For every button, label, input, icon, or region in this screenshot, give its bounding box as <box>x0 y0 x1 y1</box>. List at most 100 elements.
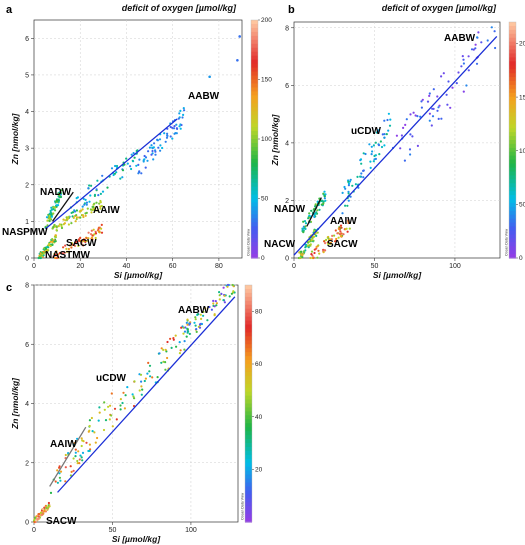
data-point <box>45 216 49 219</box>
data-point <box>228 295 231 298</box>
colorbar: 20 40 60 80 Ocean Data View <box>241 284 263 523</box>
data-point <box>72 457 75 460</box>
colorbar-segment <box>251 95 258 100</box>
data-point <box>323 190 326 193</box>
data-point <box>75 214 78 217</box>
data-point <box>322 192 325 195</box>
colorbar-segment <box>251 115 258 120</box>
colorbar-tick-label: 0 <box>261 255 265 262</box>
regression-line-black <box>51 191 74 222</box>
colorbar-segment <box>245 450 252 456</box>
colorbar-segment <box>509 147 516 153</box>
data-point <box>323 197 326 200</box>
data-point <box>346 230 349 233</box>
data-point <box>184 326 187 329</box>
colorbar-segment <box>251 131 258 136</box>
data-point <box>109 404 112 407</box>
data-point <box>179 109 182 112</box>
colorbar-title: deficit of oxygen [µmol/kg] <box>122 3 237 13</box>
colorbar-segment <box>251 142 258 148</box>
data-point <box>83 202 86 205</box>
data-point <box>318 208 321 211</box>
data-point <box>449 106 452 109</box>
data-point <box>88 200 91 203</box>
annotation-aabw: AABW <box>444 33 476 44</box>
colorbar-segment <box>251 63 258 69</box>
data-point <box>59 479 62 482</box>
colorbar-segment <box>251 206 258 211</box>
data-point <box>360 162 363 165</box>
data-point <box>39 252 42 255</box>
data-point <box>121 176 124 179</box>
data-point <box>312 239 315 242</box>
data-point <box>74 448 77 451</box>
data-point <box>71 215 74 218</box>
data-point <box>438 104 441 107</box>
data-point <box>33 520 36 524</box>
colorbar-segment <box>251 154 258 160</box>
colorbar-segment <box>245 506 252 511</box>
data-point <box>359 175 362 178</box>
data-point <box>84 214 87 217</box>
data-point <box>70 242 73 245</box>
colorbar-segment <box>245 383 252 389</box>
regression-line-grey <box>49 426 87 487</box>
data-point <box>356 175 359 178</box>
data-point <box>46 245 49 249</box>
data-point <box>180 326 183 329</box>
data-point <box>383 119 386 122</box>
colorbar-segment <box>251 190 258 196</box>
data-point <box>347 221 350 225</box>
data-point <box>428 94 431 97</box>
y-tick-label: 4 <box>285 140 289 147</box>
data-point <box>196 313 199 316</box>
colorbar-segment <box>509 84 516 90</box>
data-point <box>315 245 318 248</box>
data-point <box>94 232 98 235</box>
data-point <box>208 75 211 79</box>
data-point <box>409 153 412 156</box>
y-tick-label: 0 <box>25 520 29 527</box>
data-point <box>344 187 347 190</box>
data-point <box>399 147 402 150</box>
data-point <box>200 317 203 320</box>
data-point <box>98 230 101 233</box>
data-point <box>58 223 61 226</box>
data-point <box>330 238 333 241</box>
colorbar-segment <box>509 100 516 106</box>
data-point <box>126 162 129 165</box>
colorbar-segment <box>509 143 516 149</box>
data-point <box>303 227 306 230</box>
data-point <box>194 316 197 319</box>
data-point <box>54 234 57 237</box>
data-point <box>383 136 386 139</box>
data-point <box>223 294 226 297</box>
data-point <box>140 380 143 383</box>
data-point <box>315 211 318 214</box>
data-point <box>173 132 176 135</box>
colorbar-segment <box>245 328 252 333</box>
data-point <box>151 146 154 149</box>
colorbar-segment <box>245 292 252 298</box>
colorbar-segment <box>251 162 258 168</box>
data-point <box>80 242 83 245</box>
data-point <box>310 209 313 212</box>
data-point <box>90 229 93 232</box>
data-point <box>79 236 82 239</box>
colorbar-segment <box>245 308 252 314</box>
colorbar-segment <box>509 124 516 129</box>
y-tick-label: 4 <box>25 109 29 116</box>
data-point <box>69 465 72 468</box>
data-point <box>110 414 113 417</box>
colorbar-segment <box>509 41 516 47</box>
data-point <box>100 204 103 208</box>
y-axis-label: Zn [nmol/kg] <box>270 113 280 166</box>
colorbar-segment <box>509 199 516 204</box>
data-point <box>126 386 129 389</box>
colorbar-segment <box>509 49 516 55</box>
x-tick-label: 20 <box>76 263 84 270</box>
data-point <box>362 176 365 179</box>
data-point <box>213 305 216 308</box>
data-point <box>230 292 233 295</box>
data-point <box>339 235 342 238</box>
